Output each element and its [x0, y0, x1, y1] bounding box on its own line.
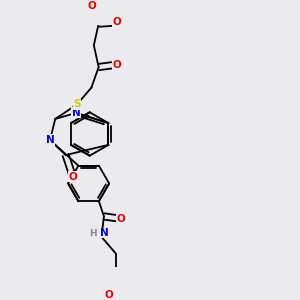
Text: O: O: [112, 60, 121, 70]
Text: S: S: [73, 100, 81, 110]
Text: O: O: [116, 214, 125, 224]
Text: O: O: [87, 1, 96, 10]
Text: N: N: [46, 135, 54, 145]
Text: N: N: [100, 228, 108, 238]
Text: O: O: [112, 17, 121, 27]
Text: O: O: [68, 172, 77, 182]
Text: H: H: [89, 229, 97, 238]
Text: N: N: [72, 108, 80, 118]
Text: O: O: [104, 290, 113, 300]
